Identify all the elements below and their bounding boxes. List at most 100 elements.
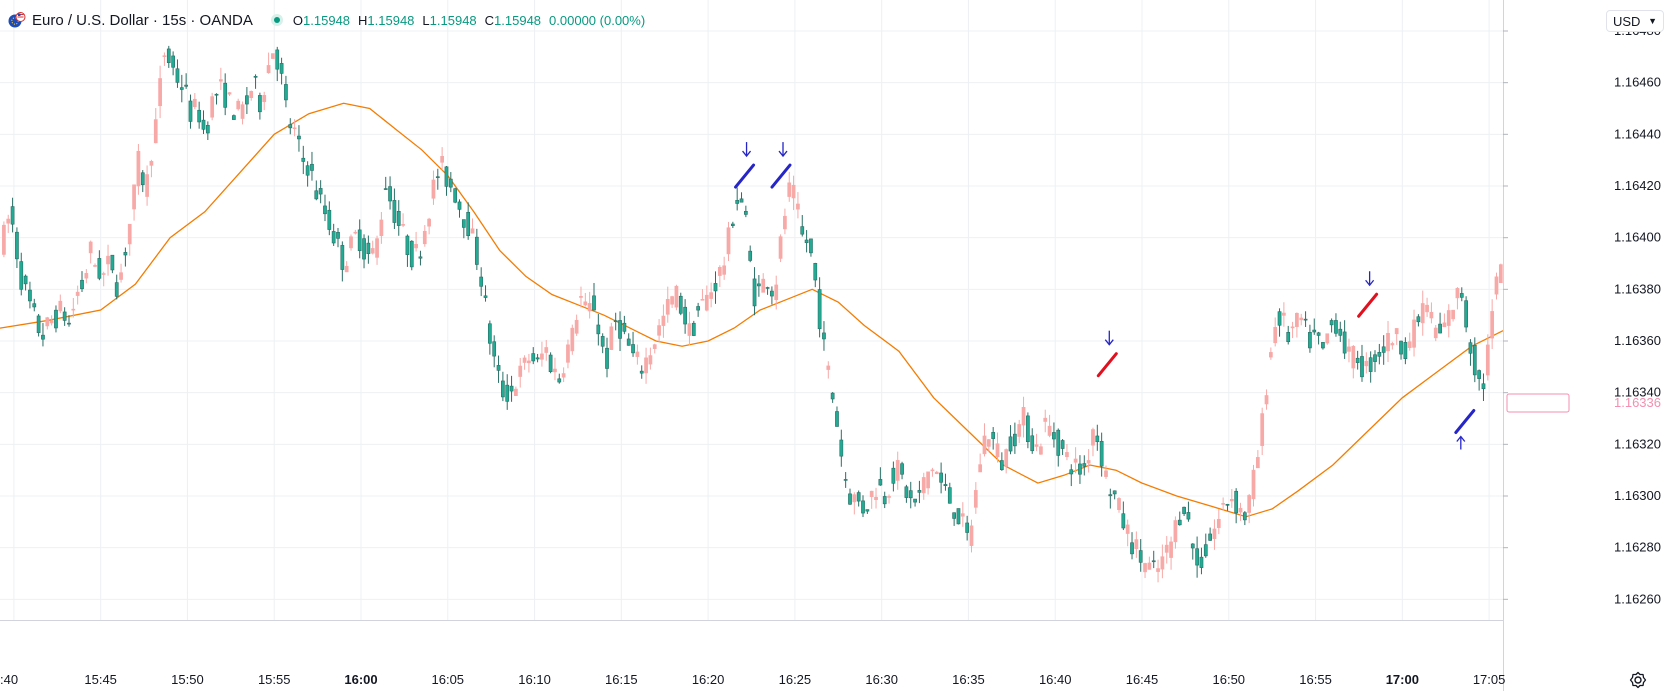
candle-292	[1269, 347, 1273, 360]
candle-body	[258, 95, 262, 113]
candle-body	[435, 176, 440, 178]
price-tick-label: 1.16260	[1614, 591, 1661, 606]
currency-selector[interactable]: USD ▼	[1606, 10, 1664, 32]
candle-body	[852, 494, 857, 503]
candle-body	[809, 238, 813, 254]
candle-11	[49, 315, 54, 326]
candle-173	[752, 267, 757, 316]
symbol-title[interactable]: Euro / U.S. Dollar · 15s · OANDA	[32, 11, 253, 29]
candle-85	[370, 240, 375, 255]
candle-body	[32, 303, 37, 308]
candle-body	[1208, 533, 1212, 541]
candle-body	[54, 309, 58, 329]
candle-body	[522, 357, 527, 363]
candle-241	[1047, 414, 1052, 438]
candle-body	[1416, 316, 1421, 323]
candle-282	[1225, 503, 1230, 511]
candle-body	[123, 252, 128, 256]
candle-291	[1264, 389, 1269, 410]
candle-body	[1316, 332, 1321, 336]
candle-95	[414, 231, 418, 252]
candle-256	[1112, 490, 1117, 500]
candle-254	[1104, 465, 1108, 479]
candle-body	[297, 135, 301, 140]
candle-186	[809, 238, 813, 257]
candle-body	[548, 354, 553, 373]
candle-224	[973, 482, 978, 514]
candle-138	[600, 333, 605, 354]
candle-294	[1277, 308, 1282, 337]
candle-76	[331, 223, 336, 246]
candle-227	[986, 439, 991, 453]
candle-body	[284, 84, 288, 101]
candle-176	[765, 286, 770, 295]
candle-100	[435, 168, 440, 190]
candle-342	[1485, 334, 1490, 381]
candle-111	[483, 285, 488, 302]
candle-body	[1199, 556, 1204, 568]
candle-24	[106, 244, 110, 276]
candle-225	[978, 453, 983, 473]
market-status-dot[interactable]	[270, 14, 283, 26]
candle-247	[1073, 447, 1078, 474]
candle-body	[1494, 276, 1499, 295]
candle-body	[1334, 320, 1338, 334]
candle-73	[318, 180, 323, 204]
candle-body	[344, 265, 349, 273]
candle-290	[1260, 407, 1265, 455]
candle-340	[1477, 369, 1481, 391]
candle-body	[1143, 563, 1147, 573]
candle-113	[492, 335, 497, 368]
candle-body	[887, 496, 891, 498]
candle-131	[570, 324, 575, 355]
candle-182	[791, 175, 796, 211]
candle-body	[1429, 311, 1434, 319]
price-tick-label: 1.16420	[1614, 178, 1661, 193]
candle-304	[1321, 342, 1325, 350]
candle-28	[123, 247, 128, 267]
candle-body	[1195, 548, 1199, 566]
candle-265	[1151, 550, 1156, 569]
candle-body	[1190, 543, 1195, 549]
candle-body	[461, 219, 466, 228]
candle-70	[305, 161, 310, 187]
candle-body	[1399, 340, 1403, 355]
candle-209	[908, 481, 913, 509]
candle-body	[639, 370, 644, 374]
candle-215	[934, 470, 939, 475]
candle-body	[518, 365, 523, 377]
candle-body	[440, 156, 444, 163]
candle-body	[804, 239, 809, 244]
candle-body	[1082, 463, 1087, 467]
candle-49	[214, 93, 219, 105]
candle-242	[1052, 422, 1056, 448]
candle-257	[1117, 497, 1121, 513]
candle-78	[340, 241, 345, 282]
candle-body	[848, 493, 852, 505]
candle-287	[1247, 493, 1252, 524]
price-tick-label: 1.16280	[1614, 540, 1661, 555]
price-tick-label: 1.16460	[1614, 75, 1661, 90]
candle-319	[1386, 320, 1390, 363]
candle-body	[362, 238, 366, 260]
candle-13	[58, 294, 63, 314]
candle-142	[618, 311, 622, 352]
candle-body	[41, 334, 45, 340]
time-axis[interactable]: :40 15:45 15:50 15:55 16:00 16:05 16:10 16:15 16…	[0, 672, 1505, 687]
candle-body	[223, 82, 228, 108]
signal-slash	[1454, 409, 1476, 434]
candle-body	[947, 487, 952, 504]
settings-gear-icon[interactable]	[1628, 670, 1648, 690]
candle-body	[618, 320, 622, 339]
candle-body	[227, 92, 232, 95]
candle-body	[1091, 429, 1095, 446]
price-axis[interactable]: 1.164801.164601.164401.164201.164001.163…	[1503, 0, 1672, 691]
candle-body	[1151, 560, 1156, 563]
candle-321	[1394, 328, 1399, 345]
candle-316	[1373, 350, 1377, 373]
candle-26	[114, 274, 119, 300]
candle-119	[518, 357, 523, 388]
candle-214	[930, 467, 935, 477]
candle-body	[1017, 424, 1022, 437]
